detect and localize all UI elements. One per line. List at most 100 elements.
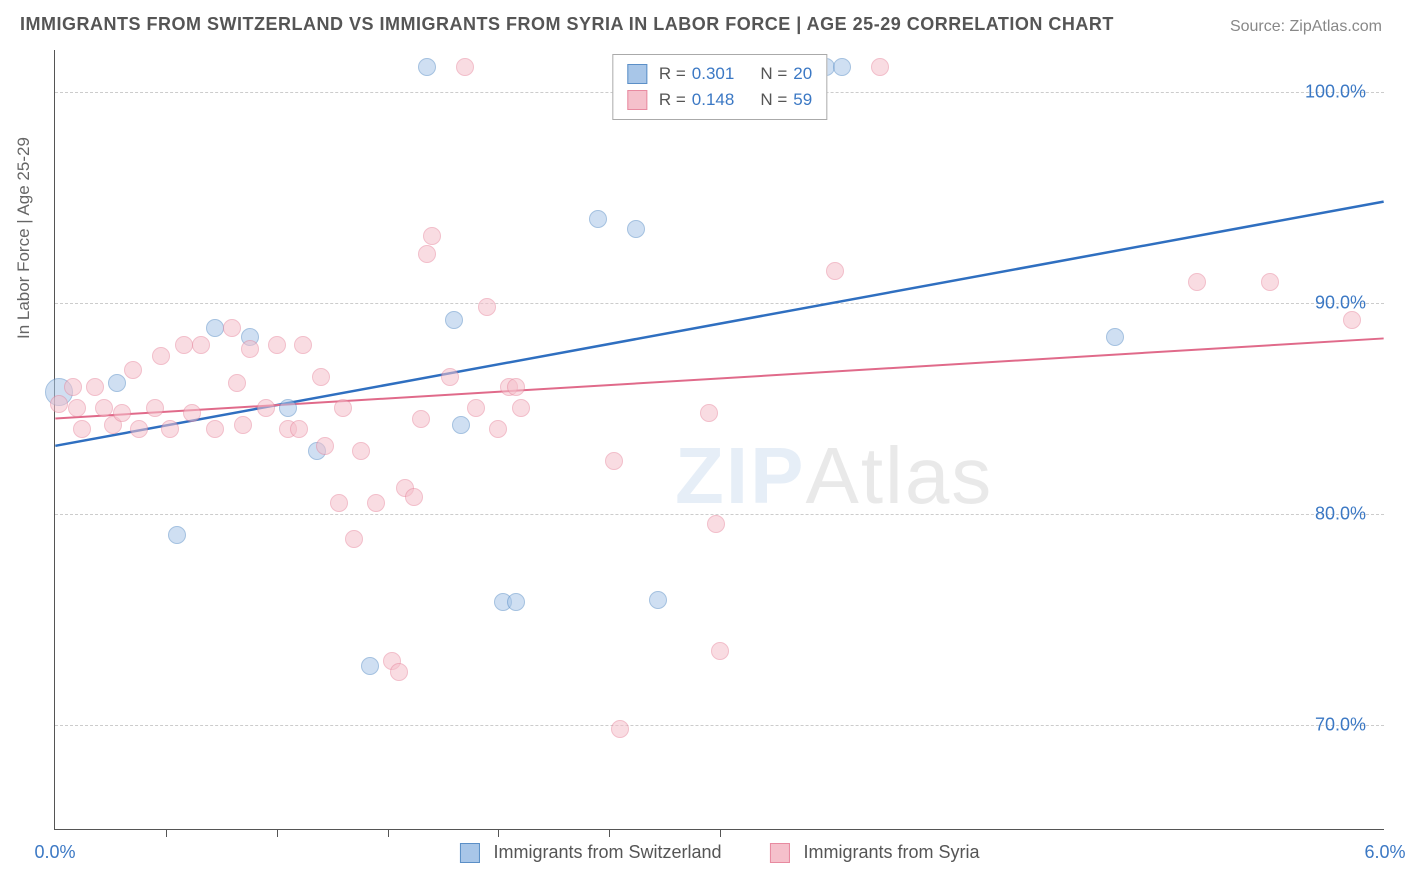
scatter-marker-syria xyxy=(1343,311,1361,329)
legend-n-value: 59 xyxy=(793,87,812,113)
legend-r-label: R = xyxy=(659,61,686,87)
legend-n-value: 20 xyxy=(793,61,812,87)
chart-title: IMMIGRANTS FROM SWITZERLAND VS IMMIGRANT… xyxy=(20,14,1114,35)
scatter-marker-syria xyxy=(871,58,889,76)
scatter-marker-syria xyxy=(507,378,525,396)
legend-item-switzerland: Immigrants from Switzerland xyxy=(459,842,721,863)
scatter-marker-syria xyxy=(290,420,308,438)
legend-item-syria: Immigrants from Syria xyxy=(770,842,980,863)
scatter-marker-syria xyxy=(423,227,441,245)
watermark-zip: ZIP xyxy=(675,431,805,520)
scatter-marker-syria xyxy=(223,319,241,337)
scatter-marker-syria xyxy=(175,336,193,354)
scatter-marker-syria xyxy=(700,404,718,422)
scatter-marker-syria xyxy=(130,420,148,438)
watermark: ZIPAtlas xyxy=(675,430,993,522)
plot-area: ZIPAtlas R = 0.301N = 20R = 0.148N = 59 … xyxy=(54,50,1384,830)
legend-swatch xyxy=(770,843,790,863)
x-tick-mark xyxy=(498,829,499,837)
legend-stats-box: R = 0.301 N = 20 R = 0.148 N = 59 xyxy=(612,54,827,120)
scatter-marker-syria xyxy=(68,399,86,417)
scatter-marker-switzerland xyxy=(206,319,224,337)
scatter-marker-syria xyxy=(330,494,348,512)
x-tick-label: 6.0% xyxy=(1364,842,1405,863)
scatter-marker-switzerland xyxy=(589,210,607,228)
scatter-marker-switzerland xyxy=(649,591,667,609)
legend-stats-row: R = 0.148 N = 59 xyxy=(627,87,812,113)
scatter-marker-syria xyxy=(478,298,496,316)
scatter-marker-syria xyxy=(228,374,246,392)
scatter-marker-switzerland xyxy=(452,416,470,434)
legend-swatch xyxy=(627,64,647,84)
scatter-marker-syria xyxy=(345,530,363,548)
scatter-marker-syria xyxy=(95,399,113,417)
y-tick-label: 70.0% xyxy=(1315,714,1366,735)
scatter-marker-syria xyxy=(390,663,408,681)
y-tick-label: 90.0% xyxy=(1315,292,1366,313)
scatter-marker-syria xyxy=(441,368,459,386)
scatter-marker-syria xyxy=(113,404,131,422)
x-tick-mark xyxy=(166,829,167,837)
legend-label: Immigrants from Syria xyxy=(804,842,980,863)
scatter-marker-syria xyxy=(124,361,142,379)
scatter-marker-syria xyxy=(1188,273,1206,291)
scatter-marker-syria xyxy=(405,488,423,506)
scatter-marker-switzerland xyxy=(1106,328,1124,346)
legend-n-label: N = xyxy=(760,61,787,87)
x-tick-mark xyxy=(720,829,721,837)
scatter-marker-syria xyxy=(152,347,170,365)
legend-label: Immigrants from Switzerland xyxy=(493,842,721,863)
source-label: Source: ZipAtlas.com xyxy=(1230,18,1382,36)
x-tick-mark xyxy=(388,829,389,837)
x-tick-label: 0.0% xyxy=(34,842,75,863)
scatter-marker-syria xyxy=(161,420,179,438)
scatter-marker-syria xyxy=(206,420,224,438)
scatter-marker-syria xyxy=(86,378,104,396)
trend-line-switzerland xyxy=(55,202,1383,446)
scatter-marker-syria xyxy=(611,720,629,738)
scatter-marker-switzerland xyxy=(418,58,436,76)
legend-r-value: 0.301 xyxy=(692,61,735,87)
scatter-marker-syria xyxy=(257,399,275,417)
scatter-marker-syria xyxy=(467,399,485,417)
trend-lines xyxy=(55,50,1384,829)
scatter-marker-syria xyxy=(268,336,286,354)
scatter-marker-syria xyxy=(1261,273,1279,291)
scatter-marker-switzerland xyxy=(168,526,186,544)
legend-n-label: N = xyxy=(760,87,787,113)
scatter-marker-syria xyxy=(334,399,352,417)
scatter-marker-switzerland xyxy=(279,399,297,417)
legend-r-label: R = xyxy=(659,87,686,113)
scatter-marker-syria xyxy=(707,515,725,533)
scatter-marker-syria xyxy=(50,395,68,413)
y-tick-label: 80.0% xyxy=(1315,503,1366,524)
scatter-marker-switzerland xyxy=(108,374,126,392)
scatter-marker-syria xyxy=(456,58,474,76)
scatter-marker-syria xyxy=(418,245,436,263)
scatter-marker-syria xyxy=(192,336,210,354)
scatter-marker-syria xyxy=(73,420,91,438)
scatter-marker-syria xyxy=(146,399,164,417)
scatter-marker-syria xyxy=(489,420,507,438)
scatter-marker-switzerland xyxy=(627,220,645,238)
y-tick-label: 100.0% xyxy=(1305,82,1366,103)
scatter-marker-syria xyxy=(241,340,259,358)
legend-stats-row: R = 0.301 N = 20 xyxy=(627,61,812,87)
scatter-marker-switzerland xyxy=(507,593,525,611)
grid-line-horizontal xyxy=(55,725,1384,726)
scatter-marker-syria xyxy=(412,410,430,428)
scatter-marker-switzerland xyxy=(833,58,851,76)
scatter-marker-syria xyxy=(64,378,82,396)
legend-r-value: 0.148 xyxy=(692,87,735,113)
legend-bottom: Immigrants from Switzerland Immigrants fr… xyxy=(459,842,979,863)
watermark-atlas: Atlas xyxy=(805,431,993,520)
x-tick-mark xyxy=(609,829,610,837)
scatter-marker-syria xyxy=(183,404,201,422)
grid-line-horizontal xyxy=(55,303,1384,304)
legend-swatch xyxy=(459,843,479,863)
scatter-marker-syria xyxy=(294,336,312,354)
scatter-marker-syria xyxy=(512,399,530,417)
scatter-marker-syria xyxy=(367,494,385,512)
y-axis-title: In Labor Force | Age 25-29 xyxy=(14,137,34,339)
scatter-marker-syria xyxy=(605,452,623,470)
